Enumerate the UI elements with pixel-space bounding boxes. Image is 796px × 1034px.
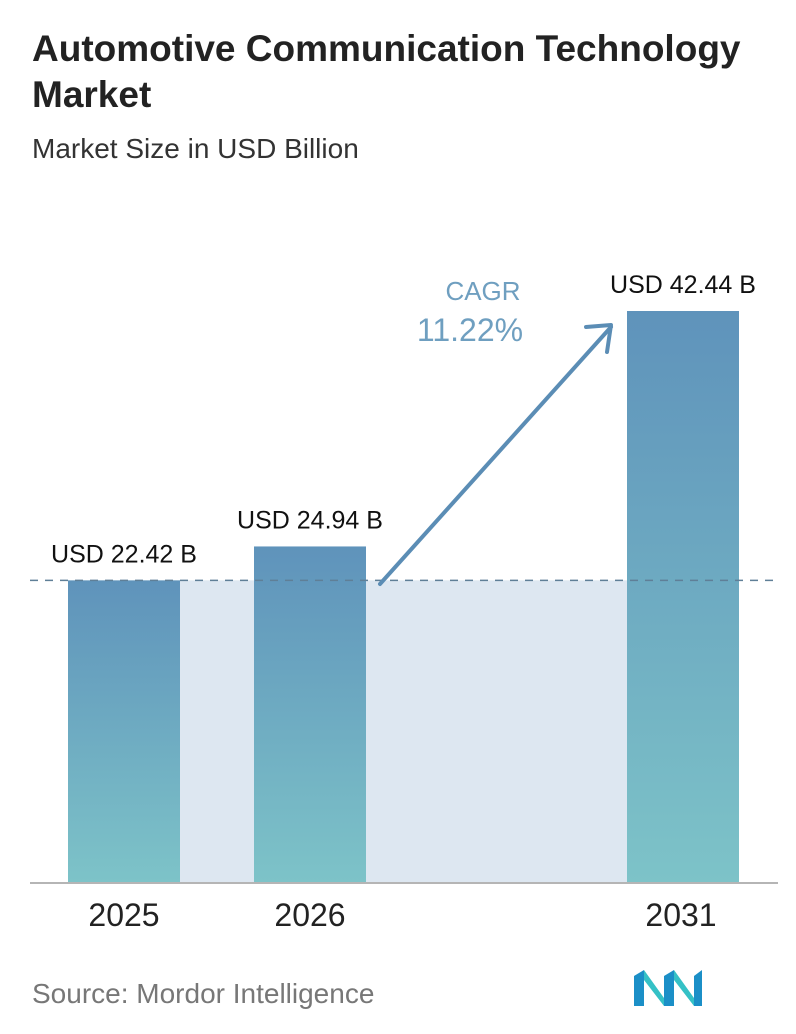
cagr-arrow-icon xyxy=(378,323,613,586)
value-label-2025: USD 22.42 B xyxy=(51,540,197,568)
bar-chart: USD 22.42 B 2025 USD 24.94 B 2026 USD 42.44 … xyxy=(30,271,780,933)
cagr-value: 11.22% xyxy=(417,312,523,348)
x-tick-label-2026: 2026 xyxy=(274,897,345,933)
cagr-label: CAGR xyxy=(445,276,520,306)
value-label-2031: USD 42.44 B xyxy=(610,271,756,299)
reference-band xyxy=(180,580,627,882)
chart-subtitle: Market Size in USD Billion xyxy=(32,133,359,164)
bar-2026 xyxy=(254,546,366,882)
bar-2025 xyxy=(68,580,180,882)
x-tick-label-2031: 2031 xyxy=(645,897,716,933)
mordor-intelligence-logo-icon xyxy=(634,970,702,1006)
value-label-2026: USD 24.94 B xyxy=(237,506,383,534)
bar-2031 xyxy=(627,311,739,882)
chart-title: Automotive Communication Technology Mark… xyxy=(32,28,741,115)
x-tick-label-2025: 2025 xyxy=(88,897,159,933)
source-text: Source: Mordor Intelligence xyxy=(32,978,375,1009)
